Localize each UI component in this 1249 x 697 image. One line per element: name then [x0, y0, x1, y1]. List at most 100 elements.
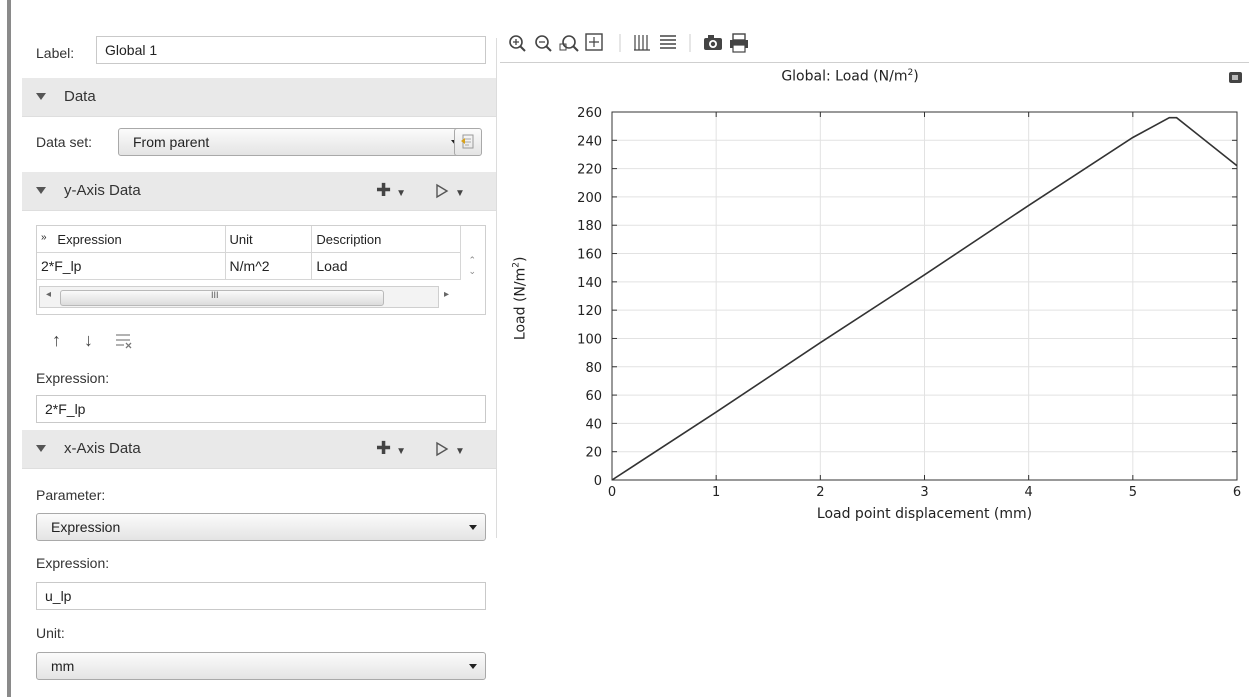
data-set-select[interactable]: From parent — [118, 128, 468, 156]
y-tick-label: 40 — [585, 417, 602, 432]
y-axis-label-text: Load (N/m — [512, 267, 529, 341]
x-tick-label: 6 — [1233, 485, 1241, 500]
move-down-icon[interactable]: ↓ — [84, 330, 93, 350]
data-set-caption: Data set: — [36, 134, 93, 150]
data-set-value: From parent — [133, 134, 210, 150]
line-chart[interactable]: 0 1 2 3 4 5 6020406080100120140160180200220240… — [500, 90, 1249, 550]
settings-panel: Label: Global 1 Data Data set: From pare… — [22, 0, 496, 697]
y-tick-label: 100 — [577, 332, 602, 347]
window-left-border — [7, 0, 11, 697]
graph-window-icon[interactable] — [1228, 70, 1244, 86]
x-tick-label: 1 — [712, 485, 720, 500]
add-expression-button[interactable]: ✚ ▼ — [376, 180, 406, 200]
x-tick-label: 4 — [1025, 485, 1033, 500]
replace-expression-button[interactable]: ▼ — [434, 438, 465, 462]
y-tick-label: 260 — [577, 106, 602, 121]
x-expression-input[interactable]: u_lp — [36, 582, 486, 610]
x-axis-section-title: x-Axis Data — [64, 440, 141, 457]
table-header-unit[interactable]: Unit — [224, 226, 313, 253]
x-tick-label: 0 — [608, 485, 616, 500]
x-tick-label: 2 — [816, 485, 824, 500]
y-tick-label: 120 — [577, 304, 602, 319]
y-tick-label: 200 — [577, 191, 602, 206]
y-axis-label: Load (N/m2) — [505, 240, 535, 360]
load-curve-series — [611, 116, 1238, 481]
expression-table: » Expression Unit Description 2*F_lp N/m… — [36, 225, 486, 315]
zoom-box-icon[interactable] — [559, 35, 579, 52]
table-header-description[interactable]: Description — [311, 226, 462, 253]
zoom-extents-icon[interactable] — [585, 33, 603, 51]
y-axis-label-superscript: 2 — [511, 262, 522, 268]
graph-title: Global: Load (N/m2) — [500, 68, 1200, 85]
go-to-source-button[interactable] — [454, 128, 482, 156]
graph-title-superscript: 2 — [907, 68, 914, 78]
header-text: Description — [316, 231, 382, 247]
panel-divider — [496, 38, 497, 538]
x-axis-section-header[interactable]: x-Axis Data ✚ ▼ ▼ — [22, 430, 496, 469]
graphics-top-border — [500, 62, 1249, 63]
table-cell-expression[interactable]: 2*F_lp — [37, 252, 226, 280]
dropdown-arrow-icon — [469, 664, 477, 669]
move-up-icon[interactable]: ↑ — [52, 330, 61, 350]
go-to-source-icon — [461, 134, 474, 149]
scroll-right-icon[interactable]: ▸ — [444, 289, 450, 300]
data-section-title: Data — [64, 88, 96, 105]
scrollbar-thumb[interactable]: III — [60, 290, 384, 306]
zoom-in-icon[interactable] — [509, 35, 526, 52]
table-cell-description[interactable]: Load — [311, 252, 462, 280]
table-header-row: » Expression Unit Description — [37, 226, 484, 253]
chart-grid — [611, 111, 1238, 481]
y-tick-label: 220 — [577, 163, 602, 178]
print-icon[interactable] — [730, 33, 748, 53]
y-tick-label: 20 — [585, 446, 602, 461]
grid-icon[interactable] — [634, 35, 650, 51]
y-tick-label: 0 — [594, 474, 602, 489]
unit-caption: Unit: — [36, 625, 65, 641]
add-expression-button[interactable]: ✚ ▼ — [376, 438, 406, 458]
table-header-spacer — [461, 226, 484, 253]
y-axis-label-suffix: ) — [512, 256, 529, 263]
header-text: Expression — [57, 231, 122, 247]
clear-table-icon[interactable] — [114, 331, 134, 351]
table-header-expression[interactable]: » Expression — [37, 226, 226, 253]
y-tick-label: 180 — [577, 219, 602, 234]
y-expression-input[interactable]: 2*F_lp — [36, 395, 486, 423]
label-input[interactable]: Global 1 — [96, 36, 486, 64]
parameter-select[interactable]: Expression — [36, 513, 486, 541]
parameter-value: Expression — [51, 519, 121, 535]
scroll-grip: III — [211, 290, 219, 300]
collapse-triangle-icon — [36, 93, 46, 100]
y-expression-caption: Expression: — [36, 370, 110, 386]
graph-title-suffix: ) — [913, 68, 919, 85]
x-tick-label: 3 — [920, 485, 928, 500]
dropdown-arrow-icon — [469, 525, 477, 530]
parameter-caption: Parameter: — [36, 487, 106, 503]
vertical-scroll-arrows[interactable]: ⌃ ⌄ — [468, 255, 477, 276]
y-tick-label: 80 — [585, 361, 602, 376]
chevron-down-icon: ▼ — [396, 188, 406, 199]
unit-value: mm — [51, 658, 75, 674]
scroll-left-icon[interactable]: ◂ — [46, 289, 52, 300]
chevron-down-icon: ▼ — [455, 446, 465, 457]
y-axis-section-title: y-Axis Data — [64, 182, 141, 199]
unit-select[interactable]: mm — [36, 652, 486, 680]
chevron-down-icon: ▼ — [455, 188, 465, 199]
graphics-toolbar — [509, 33, 748, 53]
table-row[interactable]: 2*F_lp N/m^2 Load ⌃ ⌄ — [37, 252, 484, 280]
table-cell-unit[interactable]: N/m^2 — [224, 252, 313, 280]
replace-expression-icon — [436, 442, 449, 457]
x-expression-caption: Expression: — [36, 555, 110, 571]
y-tick-label: 60 — [585, 389, 602, 404]
camera-icon[interactable] — [704, 35, 722, 50]
y-tick-label: 140 — [577, 276, 602, 291]
horizontal-scrollbar[interactable]: ◂ III ▸ — [39, 286, 449, 308]
data-section-header[interactable]: Data — [22, 78, 496, 117]
legend-icon[interactable] — [660, 35, 676, 49]
label-caption: Label: — [36, 45, 75, 61]
replace-expression-button[interactable]: ▼ — [434, 180, 465, 204]
y-tick-label: 160 — [577, 248, 602, 263]
zoom-out-icon[interactable] — [535, 35, 552, 52]
y-axis-section-header[interactable]: y-Axis Data ✚ ▼ ▼ — [22, 172, 496, 211]
header-text: Unit — [229, 231, 253, 247]
collapse-triangle-icon — [36, 445, 46, 452]
